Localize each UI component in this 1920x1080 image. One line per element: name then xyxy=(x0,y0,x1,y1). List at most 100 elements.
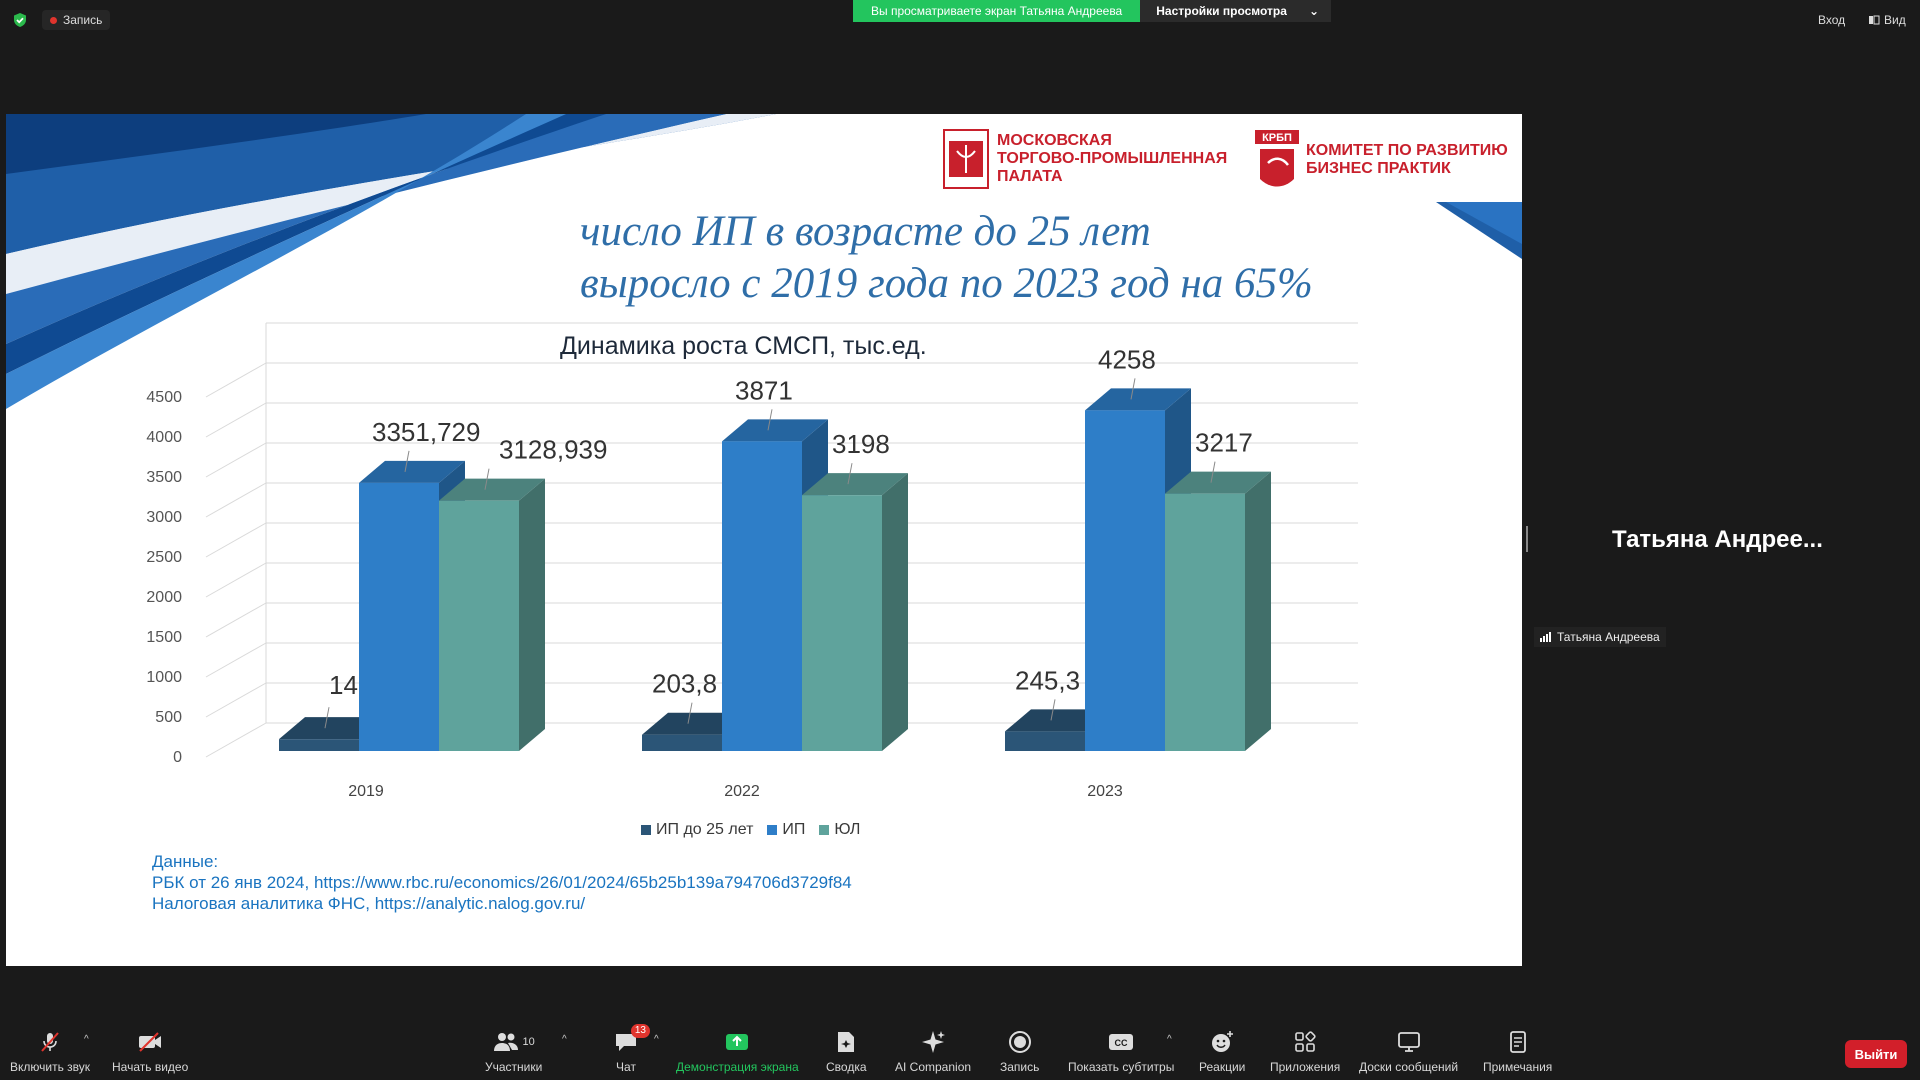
notes-button[interactable]: Примечания xyxy=(1483,1030,1552,1074)
shared-screen-slide: МОСКОВСКАЯ ТОРГОВО-ПРОМЫШЛЕННАЯ ПАЛАТА К… xyxy=(6,114,1522,966)
reactions-button[interactable]: Реакции xyxy=(1199,1030,1245,1074)
participant-name-large: Татьяна Андрее... xyxy=(1612,526,1823,553)
security-shield-icon[interactable] xyxy=(12,12,28,28)
bar-2022-2 xyxy=(802,495,882,751)
data-label-leader xyxy=(1130,378,1136,400)
meeting-toolbar: Включить звук ^ Начать видео 10 Участник… xyxy=(0,1020,1920,1080)
krbp-badge: КРБП xyxy=(1262,132,1292,144)
mtpp-emblem-icon xyxy=(943,129,989,189)
summary-document-icon xyxy=(838,1032,855,1052)
legend-item: ИП xyxy=(767,821,805,839)
leave-meeting-button[interactable]: Выйти xyxy=(1845,1040,1907,1068)
bar-2023-1 xyxy=(1085,410,1165,751)
gridline-perspective xyxy=(205,562,267,598)
chat-bubble-icon xyxy=(616,1034,636,1051)
krbp-line-2: БИЗНЕС ПРАКТИК xyxy=(1306,160,1451,177)
whiteboards-button[interactable]: Доски сообщений xyxy=(1359,1030,1458,1074)
bar-top-2022-1 xyxy=(722,419,828,442)
bar-side-2022-2 xyxy=(882,473,908,751)
recording-label: Запись xyxy=(63,13,103,27)
notes-icon xyxy=(1509,1031,1526,1053)
data-label-leader xyxy=(324,707,330,729)
data-label: 3217 xyxy=(1195,428,1253,458)
gridline-perspective xyxy=(205,722,267,758)
audio-options-caret-icon[interactable]: ^ xyxy=(84,1034,89,1045)
bar-top-2019-1 xyxy=(359,460,465,483)
recording-dot-icon xyxy=(50,16,57,24)
login-button[interactable]: Вход xyxy=(1818,10,1845,30)
bar-top-2019-0 xyxy=(279,717,385,740)
bar-2023-2 xyxy=(1165,493,1245,751)
apps-label: Приложения xyxy=(1270,1060,1341,1074)
smiley-reaction-icon xyxy=(1212,1031,1234,1052)
gridline-perspective xyxy=(205,522,267,558)
top-bar: Запись Вы просматриваете экран Татьяна А… xyxy=(0,0,1920,40)
data-label: 3871 xyxy=(735,375,793,405)
y-tick-label: 3500 xyxy=(146,469,182,486)
legend-swatch xyxy=(641,825,651,835)
unmute-button[interactable]: Включить звук xyxy=(10,1030,90,1074)
legend-swatch xyxy=(819,825,830,835)
view-button[interactable]: Вид xyxy=(1868,10,1906,30)
show-captions-button[interactable]: CC Показать субтитры xyxy=(1068,1030,1174,1074)
participants-count: 10 xyxy=(522,1036,535,1048)
apps-button[interactable]: Приложения xyxy=(1270,1030,1340,1074)
gridline-perspective xyxy=(205,602,267,638)
gridline-perspective xyxy=(205,682,267,718)
microphone-muted-icon xyxy=(41,1032,59,1052)
chat-options-caret-icon[interactable]: ^ xyxy=(654,1034,659,1045)
krbp-line-1: КОМИТЕТ ПО РАЗВИТИЮ xyxy=(1306,142,1508,159)
data-label: 4258 xyxy=(1098,344,1156,374)
summary-button[interactable]: Сводка xyxy=(826,1030,867,1074)
participants-label: Участники xyxy=(485,1060,543,1074)
data-sources: Данные: РБК от 26 янв 2024, https://www.… xyxy=(152,851,852,914)
chat-button[interactable]: 13 Чат xyxy=(612,1024,650,1074)
legend-swatch xyxy=(767,825,778,835)
view-label: Вид xyxy=(1884,13,1906,27)
data-label-leader xyxy=(847,463,853,485)
source-rbc-link[interactable]: РБК от 26 янв 2024, https://www.rbc.ru/e… xyxy=(152,873,852,892)
ai-sparkle-icon xyxy=(922,1031,946,1053)
captions-options-caret-icon[interactable]: ^ xyxy=(1167,1034,1172,1045)
y-tick-label: 2500 xyxy=(146,549,182,566)
data-label-leader xyxy=(687,702,693,724)
data-label-leader xyxy=(767,409,773,431)
legend-item: ИП до 25 лет xyxy=(641,821,753,839)
gridline-perspective xyxy=(205,402,267,438)
bar-top-2022-0 xyxy=(642,712,748,735)
mtpp-line-1: МОСКОВСКАЯ xyxy=(997,132,1112,149)
x-category-label: 2023 xyxy=(1087,783,1123,800)
share-screen-label: Демонстрация экрана xyxy=(676,1060,799,1074)
mtpp-logo: МОСКОВСКАЯ ТОРГОВО-ПРОМЫШЛЕННАЯ ПАЛАТА xyxy=(943,129,1227,189)
legend-label: ИП xyxy=(782,821,806,838)
chart-legend: ИП до 25 лет ИП ЮЛ xyxy=(641,821,860,839)
source-fns-link[interactable]: Налоговая аналитика ФНС, https://analyti… xyxy=(152,894,586,913)
mtpp-line-3: ПАЛАТА xyxy=(997,168,1063,185)
record-icon xyxy=(1008,1031,1031,1053)
svg-text:CC: CC xyxy=(1115,1038,1128,1048)
ai-companion-button[interactable]: AI Companion xyxy=(895,1030,971,1074)
chart-title: Динамика роста СМСП, тыс.ед. xyxy=(560,332,927,360)
slide-headline: число ИП в возрасте до 25 лет выросло с … xyxy=(580,206,1313,310)
slide-wave-decoration xyxy=(6,114,1522,409)
record-button[interactable]: Запись xyxy=(1000,1030,1039,1074)
y-tick-label: 0 xyxy=(173,749,182,766)
participants-options-caret-icon[interactable]: ^ xyxy=(562,1034,567,1045)
legend-item: ЮЛ xyxy=(819,821,860,839)
ai-companion-label: AI Companion xyxy=(895,1060,972,1074)
recording-indicator[interactable]: Запись xyxy=(42,10,111,30)
start-video-button[interactable]: Начать видео xyxy=(112,1030,188,1074)
participants-button[interactable]: 10 Участники xyxy=(485,1030,542,1074)
share-screen-icon xyxy=(726,1034,749,1050)
participants-icon xyxy=(493,1033,518,1051)
bar-2022-1 xyxy=(722,441,802,751)
panel-splitter-handle[interactable] xyxy=(1526,526,1528,552)
bar-top-2023-0 xyxy=(1005,709,1111,732)
bar-2019-1 xyxy=(359,482,439,751)
legend-label: ИП до 25 лет xyxy=(656,821,754,838)
show-captions-label: Показать субтитры xyxy=(1068,1060,1175,1074)
share-screen-button[interactable]: Демонстрация экрана xyxy=(676,1030,799,1074)
bar-2023-0 xyxy=(1005,731,1085,751)
view-settings-button[interactable]: Настройки просмотра ⌄ xyxy=(1140,0,1331,22)
x-category-label: 2019 xyxy=(348,783,384,800)
